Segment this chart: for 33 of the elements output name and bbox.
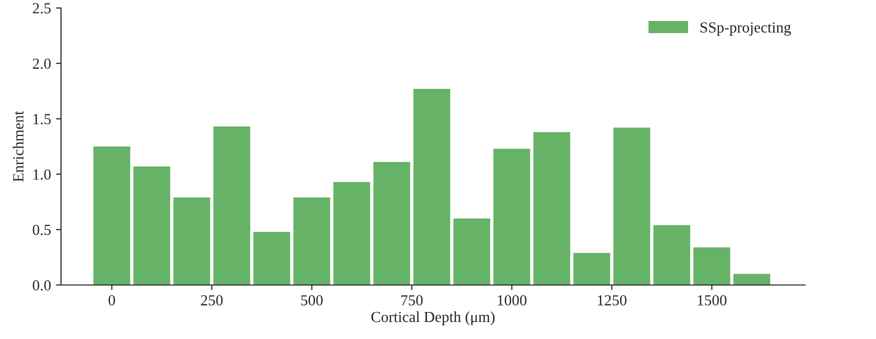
bar [453,218,490,285]
x-tick-label: 0 [108,295,116,306]
y-tick-label: 2.5 [32,3,51,14]
bar [733,274,770,285]
y-tick-label: 1.0 [34,169,51,180]
x-tick-label: 1500 [698,295,726,306]
x-axis-title: Cortical Depth (μm) [371,311,495,326]
bar [613,128,650,285]
bar [293,197,330,285]
y-tick-label: 0.5 [32,224,51,236]
bar [213,126,250,285]
bar [93,146,130,285]
x-tick-label: 750 [401,295,423,306]
y-tick-label: 0.0 [32,280,51,291]
y-axis-title: Enrichment [12,110,24,182]
bar [653,225,690,285]
bar [253,232,290,285]
x-tick-label: 250 [201,295,223,306]
x-tick-label: 1000 [498,295,526,306]
bar [133,166,170,285]
bar [693,247,730,285]
bar [173,197,210,285]
x-tick-label: 500 [301,295,323,306]
bar [373,162,410,285]
bar [333,182,370,285]
bar [493,148,530,285]
legend-label: SSp-projecting [700,22,791,36]
x-tick-label: 1250 [598,295,626,306]
bar [413,88,450,285]
y-tick-label: 2.0 [32,58,51,69]
y-tick-label: 1.5 [34,114,51,124]
bar [533,132,570,285]
bar [573,252,610,285]
